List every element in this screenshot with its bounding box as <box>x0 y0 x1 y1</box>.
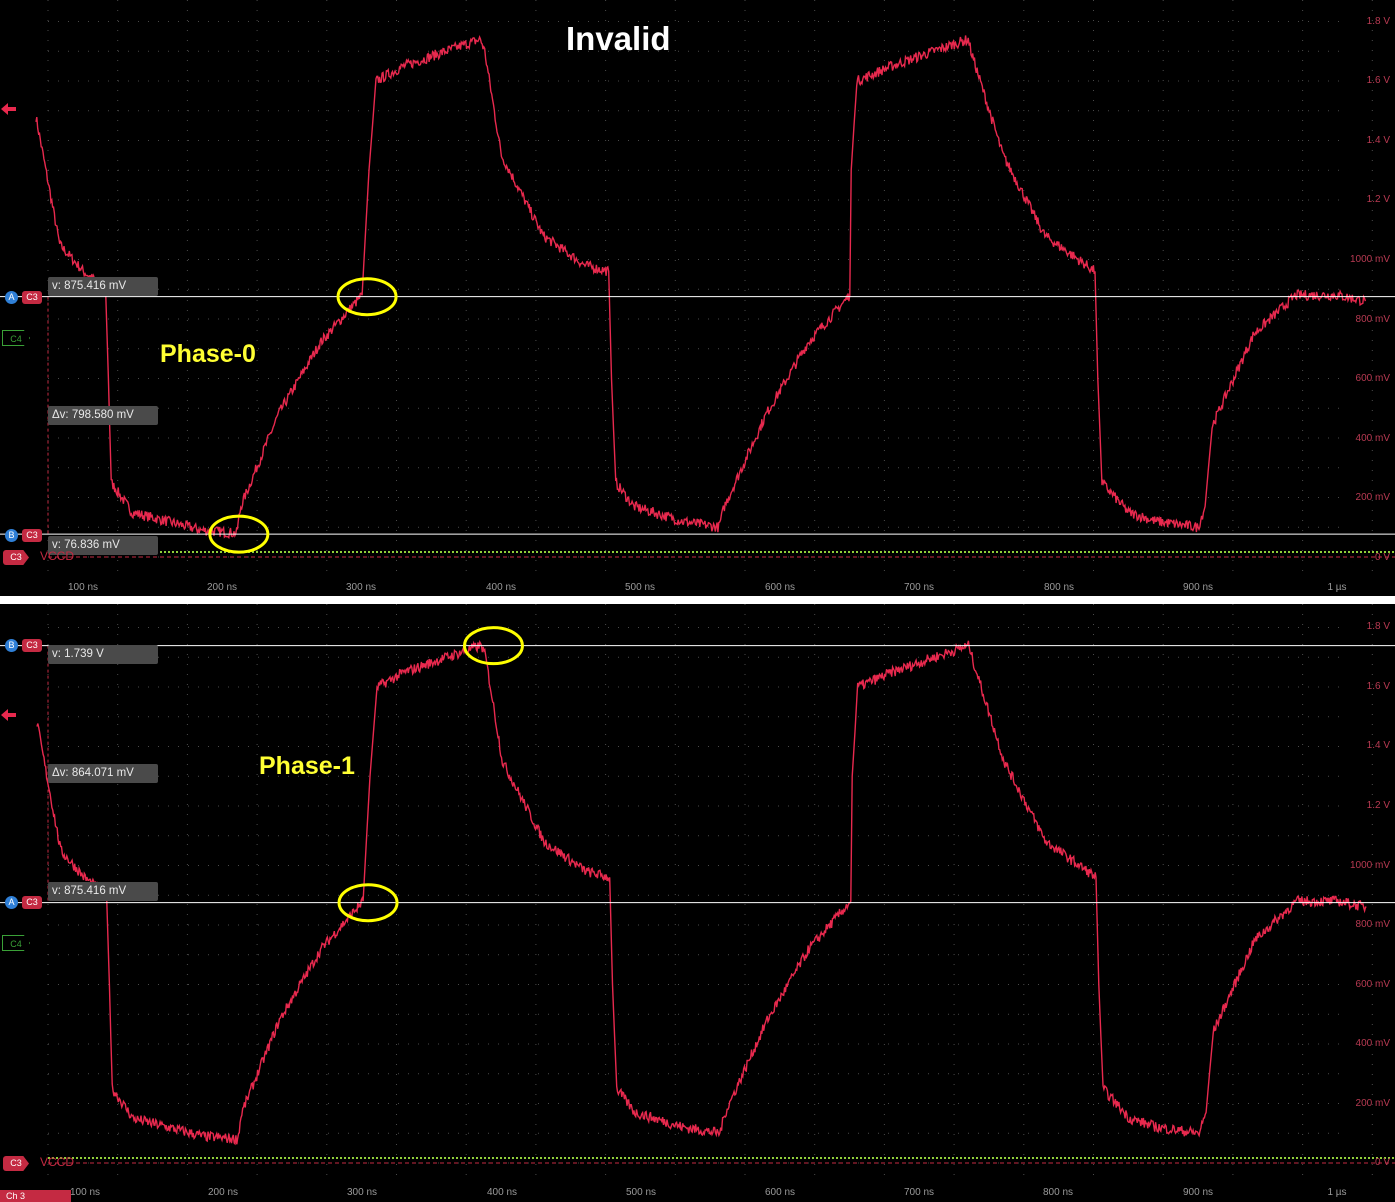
x-tick-label: 800 ns <box>1043 582 1075 593</box>
x-tick-label: 300 ns <box>345 582 377 593</box>
cursor-b-readout: v: 76.836 mV <box>48 536 158 555</box>
waveform-plot-top[interactable] <box>0 0 1395 596</box>
y-tick-label: 1000 mV <box>1349 254 1390 265</box>
y-tick-label: 1.6 V <box>1366 75 1390 86</box>
x-tick-label: 800 ns <box>1042 1187 1074 1198</box>
cursor-a-badge[interactable]: A <box>5 291 18 304</box>
x-tick-label: 400 ns <box>485 582 517 593</box>
cursor-b-channel-badge[interactable]: C3 <box>22 529 42 542</box>
y-tick-label: 1.8 V <box>1366 16 1390 27</box>
y-tick-label: 0 V <box>1374 1157 1390 1168</box>
trigger-level-arrow-icon[interactable] <box>0 101 16 117</box>
x-tick-label: 900 ns <box>1182 582 1214 593</box>
y-tick-label: 1.4 V <box>1366 740 1390 751</box>
ch3-ground-marker[interactable]: C3 <box>3 550 29 565</box>
ch4-marker[interactable]: C4 <box>2 330 30 346</box>
cursor-b-readout: v: 1.739 V <box>48 645 158 664</box>
delta-v-readout: Δv: 864.071 mV <box>48 764 158 783</box>
cursor-a-channel-badge[interactable]: C3 <box>22 291 42 304</box>
scope-panel-bottom: Phase-1 B C3 v: 1.739 V Δv: 864.071 mV A… <box>0 604 1395 1202</box>
x-tick-label: 1 µs <box>1327 1187 1347 1198</box>
y-tick-label: 1.6 V <box>1366 681 1390 692</box>
y-tick-label: 1.2 V <box>1366 194 1390 205</box>
y-tick-label: 400 mV <box>1355 433 1390 444</box>
plot-title: Invalid <box>566 20 671 57</box>
cursor-a-readout: v: 875.416 mV <box>48 277 158 296</box>
ch4-marker[interactable]: C4 <box>2 935 30 951</box>
y-tick-label: 1.4 V <box>1366 135 1390 146</box>
y-tick-label: 0 V <box>1374 552 1390 563</box>
delta-v-readout: Δv: 798.580 mV <box>48 406 158 425</box>
x-tick-label: 500 ns <box>625 1187 657 1198</box>
cursor-b-badge[interactable]: B <box>5 529 18 542</box>
y-tick-label: 400 mV <box>1355 1038 1390 1049</box>
y-tick-label: 800 mV <box>1355 919 1390 930</box>
highlight-circle <box>208 514 270 554</box>
cursor-b-channel-badge[interactable]: C3 <box>22 639 42 652</box>
y-tick-label: 800 mV <box>1355 314 1390 325</box>
ch3-trace <box>36 639 1367 1146</box>
x-tick-label: 700 ns <box>903 582 935 593</box>
cursor-a-channel-badge[interactable]: C3 <box>22 896 42 909</box>
highlight-circle <box>462 626 524 666</box>
waveform-plot-bottom[interactable] <box>0 604 1395 1202</box>
ch3-trace <box>35 34 1367 539</box>
y-tick-label: 200 mV <box>1355 492 1390 503</box>
phase-label: Phase-1 <box>259 752 355 780</box>
x-tick-label: 600 ns <box>764 1187 796 1198</box>
x-tick-label: 500 ns <box>624 582 656 593</box>
x-tick-label: 200 ns <box>207 1187 239 1198</box>
x-tick-label: 200 ns <box>206 582 238 593</box>
ref-label-vccd: VCCD <box>40 549 75 563</box>
y-tick-label: 200 mV <box>1355 1098 1390 1109</box>
cursor-a-badge[interactable]: A <box>5 896 18 909</box>
x-tick-label: 1 µs <box>1327 582 1347 593</box>
x-tick-label: 100 ns <box>67 582 99 593</box>
x-tick-label: 700 ns <box>903 1187 935 1198</box>
x-tick-label: 300 ns <box>346 1187 378 1198</box>
x-tick-label: 100 ns <box>69 1187 101 1198</box>
highlight-circle <box>336 277 398 317</box>
y-tick-label: 1000 mV <box>1349 860 1390 871</box>
phase-label: Phase-0 <box>160 340 256 368</box>
y-tick-label: 1.2 V <box>1366 800 1390 811</box>
y-tick-label: 600 mV <box>1355 373 1390 384</box>
x-tick-label: 600 ns <box>764 582 796 593</box>
x-tick-label: 400 ns <box>486 1187 518 1198</box>
channel-3-tab[interactable]: Ch 3 <box>0 1190 71 1202</box>
grid <box>47 0 1373 576</box>
ch3-ground-marker[interactable]: C3 <box>3 1156 29 1171</box>
grid <box>47 604 1373 1182</box>
y-tick-label: 600 mV <box>1355 979 1390 990</box>
trigger-level-arrow-icon[interactable] <box>0 707 16 723</box>
ref-label-vccd: VCCD <box>40 1155 75 1169</box>
cursor-b-badge[interactable]: B <box>5 639 18 652</box>
highlight-circle <box>337 883 399 923</box>
cursor-a-readout: v: 875.416 mV <box>48 882 158 901</box>
scope-panel-top: Invalid Phase-0 A C3 v: 875.416 mV Δv: 7… <box>0 0 1395 596</box>
y-tick-label: 1.8 V <box>1366 621 1390 632</box>
x-tick-label: 900 ns <box>1182 1187 1214 1198</box>
